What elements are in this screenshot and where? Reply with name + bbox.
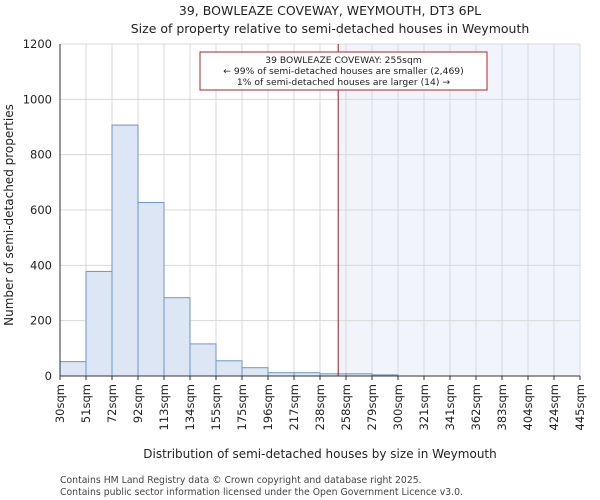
x-tick-label: 445sqm [573,384,587,430]
x-tick-label: 196sqm [261,384,275,430]
x-tick-label: 30sqm [53,384,67,423]
x-tick-labels: 30sqm 51sqm 72sqm 92sqm 113sqm 134sqm 155sqm 17… [53,376,587,430]
x-tick-label: 217sqm [287,384,301,430]
x-tick-label: 72sqm [105,384,119,423]
bar [137,202,165,377]
annotation-line-3: 1% of semi-detached houses are larger (1… [237,77,450,88]
bar [59,361,87,377]
chart-subtitle: Size of property relative to semi-detach… [131,21,530,36]
bar [163,297,191,377]
x-tick-label: 258sqm [339,384,353,430]
marker-annotation: 39 BOWLEAZE COVEWAY: 255sqm ← 99% of sem… [199,51,488,91]
x-tick-label: 92sqm [131,384,145,423]
footer-line-2: Contains public sector information licen… [60,487,463,498]
y-tick-label: 400 [30,258,52,272]
x-tick-label: 134sqm [183,384,197,430]
annotation-box [199,51,488,91]
x-tick-label: 155sqm [209,384,223,430]
y-axis-label: Number of semi-detached properties [2,104,16,326]
x-tick-label: 279sqm [365,384,379,430]
footer-line-1: Contains HM Land Registry data © Crown c… [60,475,422,486]
x-tick-label: 51sqm [79,384,93,423]
bar [241,367,269,377]
y-tick-label: 600 [30,203,52,217]
bar [111,124,139,377]
y-tick-labels: 0 200 400 600 800 1000 1200 [23,37,52,383]
annotation-line-1: 39 BOWLEAZE COVEWAY: 255sqm [265,55,422,66]
x-axis-label: Distribution of semi-detached houses by … [143,447,496,461]
bar [189,343,217,377]
bar [215,360,243,377]
x-tick-label: 300sqm [391,384,405,430]
x-tick-label: 238sqm [313,384,327,430]
y-tick-label: 1000 [23,92,52,106]
y-tick-label: 0 [45,369,52,383]
x-tick-label: 383sqm [495,384,509,430]
chart-title: 39, BOWLEAZE COVEWAY, WEYMOUTH, DT3 6PL [179,3,481,18]
y-tick-label: 200 [30,314,52,328]
x-tick-label: 341sqm [443,384,457,430]
bar [85,270,113,377]
x-tick-label: 362sqm [469,384,483,430]
x-tick-label: 113sqm [157,384,171,430]
y-tick-label: 800 [30,148,52,162]
y-tick-label: 1200 [23,37,52,51]
annotation-line-2: ← 99% of semi-detached houses are smalle… [223,66,463,77]
x-tick-label: 175sqm [235,384,249,430]
x-tick-label: 404sqm [521,384,535,430]
x-tick-label: 424sqm [547,384,561,430]
x-tick-label: 321sqm [417,384,431,430]
